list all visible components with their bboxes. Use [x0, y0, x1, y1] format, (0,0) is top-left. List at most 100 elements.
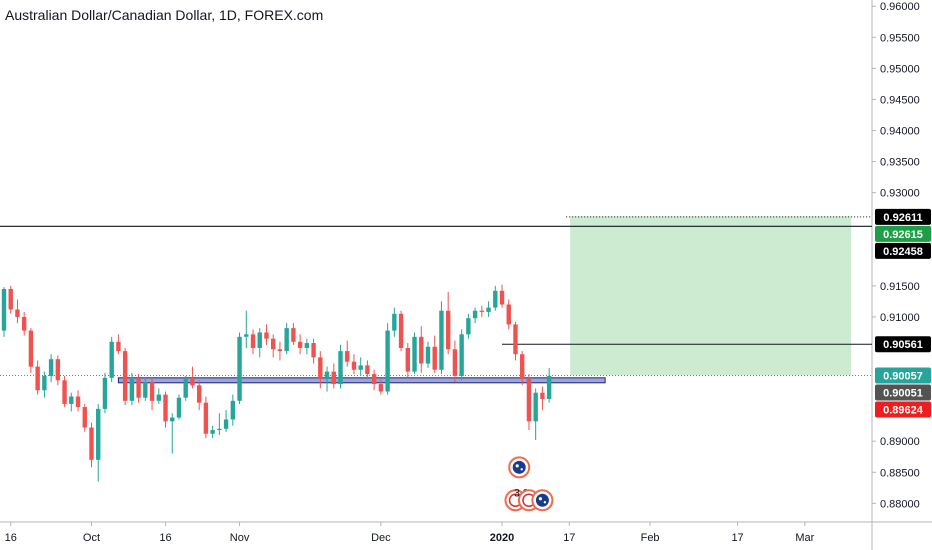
price-tag-label[interactable]: 0.90057 — [883, 371, 923, 383]
price-tag[interactable] — [875, 208, 931, 225]
candle-body — [183, 379, 188, 398]
candle-body — [69, 396, 74, 404]
candle-body — [520, 354, 525, 380]
candle-body — [190, 379, 195, 386]
candle-body — [96, 408, 101, 460]
price-tag-label[interactable]: 0.92458 — [883, 246, 923, 258]
price-tag[interactable] — [875, 367, 931, 384]
x-tick-label: 17 — [563, 532, 575, 544]
candle-body — [345, 351, 350, 362]
y-tick-label: 0.88500 — [880, 467, 920, 479]
candle-body — [156, 394, 161, 401]
event-count[interactable]: 3 — [514, 487, 520, 499]
candle-body — [351, 361, 357, 370]
candle-body — [35, 366, 40, 391]
x-tick-label: 16 — [5, 532, 17, 544]
chart-title: Australian Dollar/Canadian Dollar, 1D, F… — [5, 7, 324, 23]
candle-body — [116, 341, 121, 352]
au-flag-icon-star[interactable] — [538, 497, 543, 501]
candle-body — [459, 334, 464, 376]
candle-body — [102, 377, 108, 409]
candle-body — [149, 382, 155, 401]
candle-body — [506, 304, 511, 325]
x-tick-label: 2020 — [490, 532, 514, 544]
candle-body — [28, 330, 34, 367]
candle-body — [297, 341, 303, 348]
x-tick-label: Oct — [83, 532, 100, 544]
candle-body — [75, 396, 81, 408]
support-zone — [117, 377, 606, 384]
candle-body — [479, 310, 485, 312]
candle-body — [42, 375, 47, 391]
y-tick-label: 0.91000 — [880, 312, 920, 324]
price-tag-label[interactable]: 0.90051 — [883, 388, 923, 400]
candle-body — [143, 382, 148, 398]
candle-body — [338, 351, 343, 385]
au-flag-icon-star[interactable] — [515, 464, 519, 468]
candle-body — [129, 379, 135, 401]
candle-body — [203, 402, 209, 434]
candle-body — [499, 290, 505, 305]
candle-body — [62, 380, 67, 404]
candle-body — [237, 336, 242, 401]
candle-body — [439, 310, 444, 370]
price-tag[interactable] — [875, 242, 931, 259]
au-flag-icon-star[interactable] — [520, 468, 523, 471]
y-tick-label: 0.91500 — [880, 281, 920, 293]
candle-body — [425, 346, 431, 364]
candle-body — [331, 371, 336, 385]
x-tick-label: Mar — [795, 532, 814, 544]
candle-body — [398, 313, 404, 348]
y-tick-label: 0.96000 — [880, 1, 920, 13]
candle-body — [378, 384, 384, 392]
price-tag-label[interactable]: 0.90561 — [883, 339, 923, 351]
candle-body — [1, 288, 7, 331]
price-tag-label[interactable]: 0.92611 — [883, 212, 922, 224]
au-flag-icon-body[interactable] — [512, 460, 526, 474]
x-tick-label: 17 — [731, 532, 743, 544]
y-tick-label: 0.89000 — [880, 436, 920, 448]
candle-body — [385, 330, 390, 392]
candle-body — [324, 371, 330, 380]
price-tag[interactable] — [875, 225, 931, 242]
candle-body — [472, 310, 478, 319]
candle-body — [452, 349, 458, 376]
candle-body — [136, 379, 141, 398]
au-flag-icon-body[interactable] — [535, 493, 549, 507]
candle-body — [419, 336, 424, 364]
candle-body — [257, 332, 262, 348]
candle-body — [217, 428, 222, 431]
price-tag[interactable] — [875, 401, 931, 418]
candle-body — [540, 392, 545, 399]
price-tag-label[interactable]: 0.92615 — [883, 229, 923, 241]
price-tag[interactable] — [875, 336, 931, 353]
x-tick-label: 16 — [159, 532, 171, 544]
candle-body — [493, 290, 498, 308]
au-flag-icon-star[interactable] — [543, 501, 547, 504]
candle-body — [277, 349, 283, 352]
candle-body — [210, 430, 215, 434]
candle-body — [392, 313, 397, 331]
y-tick-label: 0.95000 — [880, 63, 920, 75]
candle-body — [371, 374, 377, 385]
y-tick-label: 0.93000 — [880, 188, 920, 200]
candle-body — [291, 328, 296, 342]
y-tick-label: 0.93500 — [880, 157, 920, 169]
price-tag-label[interactable]: 0.89624 — [883, 405, 924, 417]
y-tick-label: 0.95500 — [880, 32, 920, 44]
candle-body — [82, 407, 87, 428]
price-tag[interactable] — [875, 384, 931, 401]
candle-body — [163, 394, 168, 422]
candle-body — [21, 316, 27, 331]
candle-body — [304, 343, 310, 348]
y-tick-label: 0.94000 — [880, 126, 920, 138]
x-tick-label: Dec — [371, 532, 391, 544]
candle-body — [89, 427, 94, 460]
candle-body — [311, 343, 316, 358]
candle-body — [284, 328, 289, 352]
candle-body — [8, 288, 13, 310]
candle-body — [513, 324, 518, 355]
candle-body — [318, 357, 323, 380]
